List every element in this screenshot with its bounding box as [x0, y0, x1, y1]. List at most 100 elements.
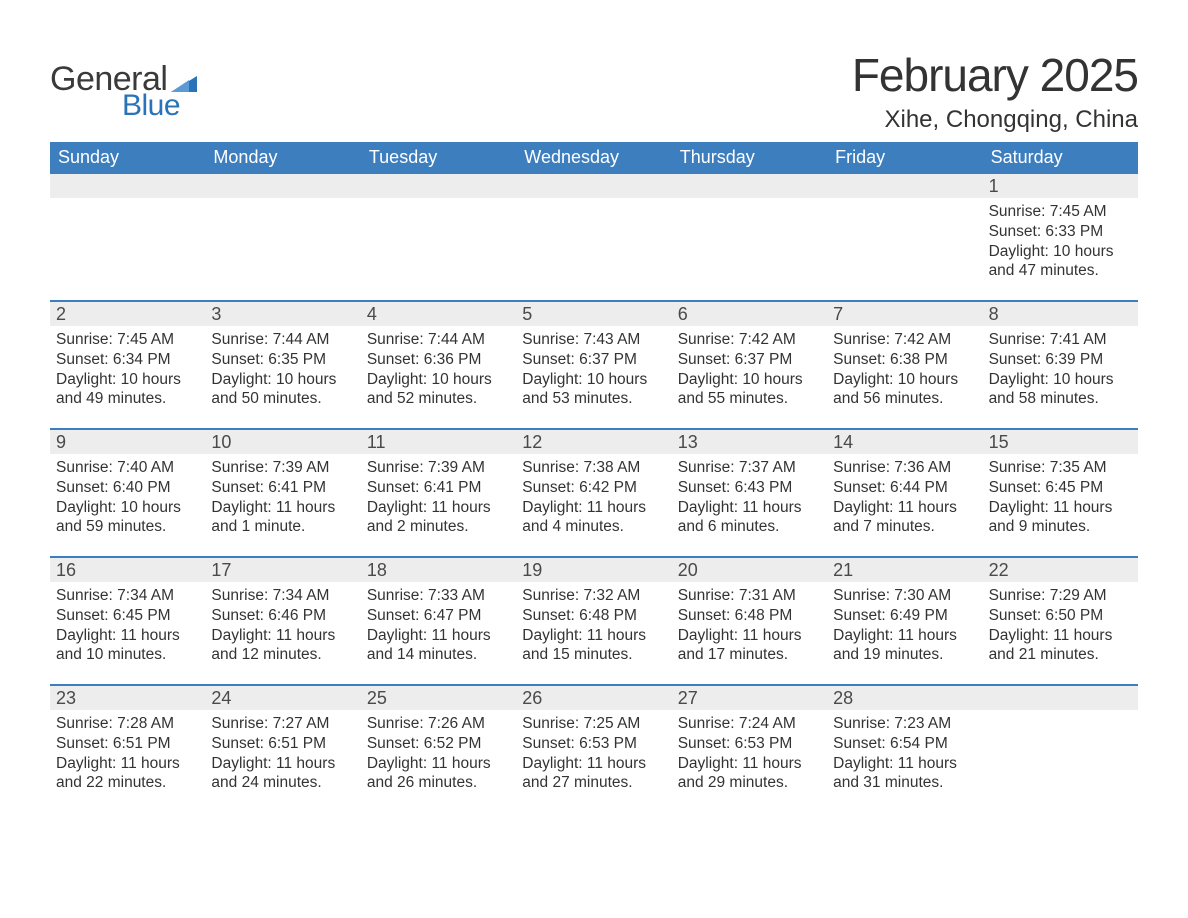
daylight-text: Daylight: 10 hours and 58 minutes.: [989, 370, 1132, 410]
sunrise-text: Sunrise: 7:45 AM: [56, 330, 199, 350]
daylight-text: Daylight: 11 hours and 31 minutes.: [833, 754, 976, 794]
calendar-cell: 8Sunrise: 7:41 AMSunset: 6:39 PMDaylight…: [983, 302, 1138, 412]
day-info: Sunrise: 7:34 AMSunset: 6:45 PMDaylight:…: [50, 582, 205, 665]
day-info: Sunrise: 7:43 AMSunset: 6:37 PMDaylight:…: [516, 326, 671, 409]
sunset-text: Sunset: 6:38 PM: [833, 350, 976, 370]
day-info: Sunrise: 7:24 AMSunset: 6:53 PMDaylight:…: [672, 710, 827, 793]
location-label: Xihe, Chongqing, China: [852, 106, 1138, 134]
calendar-cell: 5Sunrise: 7:43 AMSunset: 6:37 PMDaylight…: [516, 302, 671, 412]
day-number: [672, 174, 827, 198]
daylight-text: Daylight: 10 hours and 53 minutes.: [522, 370, 665, 410]
sunrise-text: Sunrise: 7:39 AM: [367, 458, 510, 478]
daylight-text: Daylight: 11 hours and 10 minutes.: [56, 626, 199, 666]
calendar-cell: 28Sunrise: 7:23 AMSunset: 6:54 PMDayligh…: [827, 686, 982, 796]
day-number: 8: [983, 302, 1138, 326]
calendar-cell: 1Sunrise: 7:45 AMSunset: 6:33 PMDaylight…: [983, 174, 1138, 284]
daylight-text: Daylight: 11 hours and 6 minutes.: [678, 498, 821, 538]
daylight-text: Daylight: 10 hours and 47 minutes.: [989, 242, 1132, 282]
sunrise-text: Sunrise: 7:34 AM: [211, 586, 354, 606]
day-info: Sunrise: 7:27 AMSunset: 6:51 PMDaylight:…: [205, 710, 360, 793]
calendar-cell-empty: [50, 174, 205, 284]
sunset-text: Sunset: 6:48 PM: [678, 606, 821, 626]
day-number: [827, 174, 982, 198]
sunset-text: Sunset: 6:49 PM: [833, 606, 976, 626]
daylight-text: Daylight: 11 hours and 7 minutes.: [833, 498, 976, 538]
daylight-text: Daylight: 10 hours and 59 minutes.: [56, 498, 199, 538]
sunrise-text: Sunrise: 7:26 AM: [367, 714, 510, 734]
day-number: [361, 174, 516, 198]
sunset-text: Sunset: 6:41 PM: [367, 478, 510, 498]
sunset-text: Sunset: 6:34 PM: [56, 350, 199, 370]
day-info: Sunrise: 7:25 AMSunset: 6:53 PMDaylight:…: [516, 710, 671, 793]
calendar-cell: 10Sunrise: 7:39 AMSunset: 6:41 PMDayligh…: [205, 430, 360, 540]
sunset-text: Sunset: 6:52 PM: [367, 734, 510, 754]
sunrise-text: Sunrise: 7:33 AM: [367, 586, 510, 606]
calendar-week: 23Sunrise: 7:28 AMSunset: 6:51 PMDayligh…: [50, 684, 1138, 796]
day-number: 25: [361, 686, 516, 710]
day-number: 19: [516, 558, 671, 582]
day-number: [516, 174, 671, 198]
daylight-text: Daylight: 11 hours and 22 minutes.: [56, 754, 199, 794]
sunrise-text: Sunrise: 7:34 AM: [56, 586, 199, 606]
day-info: Sunrise: 7:45 AMSunset: 6:33 PMDaylight:…: [983, 198, 1138, 281]
day-number: [205, 174, 360, 198]
daylight-text: Daylight: 11 hours and 27 minutes.: [522, 754, 665, 794]
day-info: Sunrise: 7:39 AMSunset: 6:41 PMDaylight:…: [205, 454, 360, 537]
month-title: February 2025: [852, 48, 1138, 102]
daylight-text: Daylight: 11 hours and 9 minutes.: [989, 498, 1132, 538]
calendar-cell: 3Sunrise: 7:44 AMSunset: 6:35 PMDaylight…: [205, 302, 360, 412]
calendar-week: 9Sunrise: 7:40 AMSunset: 6:40 PMDaylight…: [50, 428, 1138, 540]
sunrise-text: Sunrise: 7:42 AM: [833, 330, 976, 350]
day-number: 12: [516, 430, 671, 454]
calendar-week: 2Sunrise: 7:45 AMSunset: 6:34 PMDaylight…: [50, 300, 1138, 412]
sunset-text: Sunset: 6:51 PM: [56, 734, 199, 754]
calendar-cell: 17Sunrise: 7:34 AMSunset: 6:46 PMDayligh…: [205, 558, 360, 668]
day-number: 13: [672, 430, 827, 454]
day-number: 14: [827, 430, 982, 454]
sunrise-text: Sunrise: 7:40 AM: [56, 458, 199, 478]
sunset-text: Sunset: 6:50 PM: [989, 606, 1132, 626]
calendar-cell: 9Sunrise: 7:40 AMSunset: 6:40 PMDaylight…: [50, 430, 205, 540]
calendar-page: General Blue February 2025 Xihe, Chongqi…: [0, 0, 1188, 796]
day-number: 27: [672, 686, 827, 710]
day-info: Sunrise: 7:45 AMSunset: 6:34 PMDaylight:…: [50, 326, 205, 409]
sunset-text: Sunset: 6:43 PM: [678, 478, 821, 498]
day-info: Sunrise: 7:31 AMSunset: 6:48 PMDaylight:…: [672, 582, 827, 665]
sunrise-text: Sunrise: 7:28 AM: [56, 714, 199, 734]
weeks-container: 1Sunrise: 7:45 AMSunset: 6:33 PMDaylight…: [50, 174, 1138, 796]
day-info: Sunrise: 7:42 AMSunset: 6:37 PMDaylight:…: [672, 326, 827, 409]
brand-logo: General Blue: [50, 48, 197, 123]
day-info: Sunrise: 7:44 AMSunset: 6:35 PMDaylight:…: [205, 326, 360, 409]
day-info: Sunrise: 7:34 AMSunset: 6:46 PMDaylight:…: [205, 582, 360, 665]
sunrise-text: Sunrise: 7:44 AM: [367, 330, 510, 350]
calendar-cell: 19Sunrise: 7:32 AMSunset: 6:48 PMDayligh…: [516, 558, 671, 668]
calendar-cell-empty: [672, 174, 827, 284]
day-info: Sunrise: 7:33 AMSunset: 6:47 PMDaylight:…: [361, 582, 516, 665]
day-info: Sunrise: 7:32 AMSunset: 6:48 PMDaylight:…: [516, 582, 671, 665]
sunrise-text: Sunrise: 7:43 AM: [522, 330, 665, 350]
calendar-cell: 7Sunrise: 7:42 AMSunset: 6:38 PMDaylight…: [827, 302, 982, 412]
day-number: 7: [827, 302, 982, 326]
sunset-text: Sunset: 6:37 PM: [522, 350, 665, 370]
daylight-text: Daylight: 11 hours and 17 minutes.: [678, 626, 821, 666]
day-number: 10: [205, 430, 360, 454]
calendar-cell: 20Sunrise: 7:31 AMSunset: 6:48 PMDayligh…: [672, 558, 827, 668]
day-info: Sunrise: 7:35 AMSunset: 6:45 PMDaylight:…: [983, 454, 1138, 537]
sunrise-text: Sunrise: 7:44 AM: [211, 330, 354, 350]
sunrise-text: Sunrise: 7:25 AM: [522, 714, 665, 734]
day-info: Sunrise: 7:30 AMSunset: 6:49 PMDaylight:…: [827, 582, 982, 665]
sunset-text: Sunset: 6:51 PM: [211, 734, 354, 754]
sunrise-text: Sunrise: 7:41 AM: [989, 330, 1132, 350]
calendar-cell: 11Sunrise: 7:39 AMSunset: 6:41 PMDayligh…: [361, 430, 516, 540]
calendar-cell: 2Sunrise: 7:45 AMSunset: 6:34 PMDaylight…: [50, 302, 205, 412]
sunrise-text: Sunrise: 7:27 AM: [211, 714, 354, 734]
day-number: 16: [50, 558, 205, 582]
weekday-header: Wednesday: [516, 142, 671, 174]
calendar-cell: 18Sunrise: 7:33 AMSunset: 6:47 PMDayligh…: [361, 558, 516, 668]
day-info: Sunrise: 7:26 AMSunset: 6:52 PMDaylight:…: [361, 710, 516, 793]
sunrise-text: Sunrise: 7:45 AM: [989, 202, 1132, 222]
sunrise-text: Sunrise: 7:35 AM: [989, 458, 1132, 478]
day-number: 18: [361, 558, 516, 582]
day-number: 11: [361, 430, 516, 454]
day-number: 6: [672, 302, 827, 326]
